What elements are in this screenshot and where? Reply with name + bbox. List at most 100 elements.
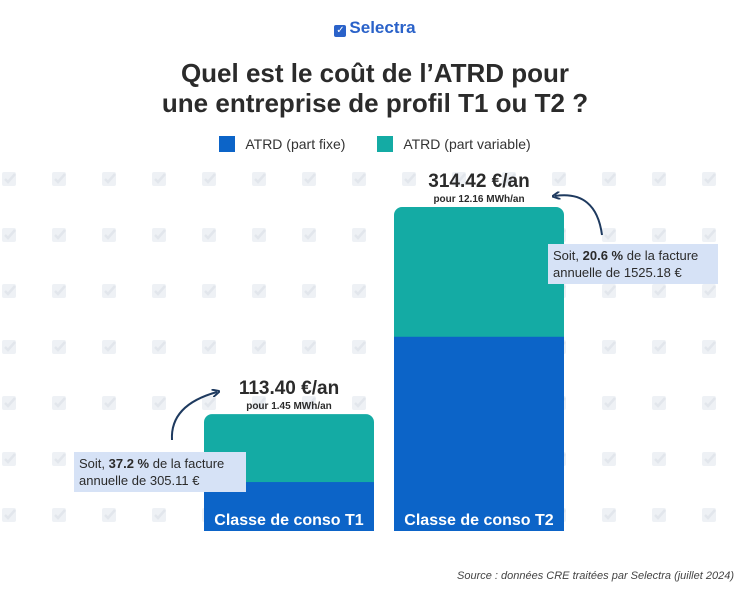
pattern-check-icon [52,452,66,466]
pattern-check-icon [452,172,466,186]
bar-variable-2 [394,207,564,345]
pattern-check-icon [602,396,616,410]
legend-item-variable: ATRD (part variable) [377,136,531,152]
pattern-check-icon [2,228,16,242]
pattern-check-icon [652,396,666,410]
pattern-check-icon [302,340,316,354]
pattern-check-icon [702,340,716,354]
pattern-check-icon [152,228,166,242]
pattern-check-icon [202,396,216,410]
pattern-check-icon [402,172,416,186]
pattern-check-icon [302,284,316,298]
pattern-check-icon [102,508,116,522]
pattern-check-icon [352,340,366,354]
title-line-2: une entreprise de profil T1 ou T2 ? [161,88,589,118]
pattern-check-icon [2,452,16,466]
title-line-1: Quel est le coût de l’ATRD pour [180,58,570,88]
annotation-line1-1: Soit, 37.2 % de la facture [79,456,224,471]
pattern-check-icon [102,284,116,298]
volume-label-1: pour 1.45 MWh/an [246,401,332,412]
pattern-check-icon [702,396,716,410]
pattern-check-icon [202,284,216,298]
annotation-prefix-1: Soit, [79,456,109,471]
legend: ATRD (part fixe) ATRD (part variable) [0,136,750,152]
pattern-check-icon [702,452,716,466]
pattern-check-icon [602,340,616,354]
pattern-check-icon [2,396,16,410]
volume-label-2: pour 12.16 MWh/an [433,194,524,205]
pattern-check-icon [52,340,66,354]
pattern-check-icon [202,172,216,186]
pattern-check-icon [702,284,716,298]
pattern-check-icon [602,172,616,186]
pattern-check-icon [252,396,266,410]
pattern-check-icon [52,228,66,242]
annotation-pct-1: 37.2 % [109,456,150,471]
pattern-check-icon [352,228,366,242]
pattern-check-icon [152,396,166,410]
annotation-pct-2: 20.6 % [583,248,624,263]
pattern-check-icon [2,508,16,522]
source-note: Source : données CRE traitées par Select… [457,570,734,582]
pattern-check-icon [652,508,666,522]
pattern-check-icon [152,284,166,298]
pattern-check-icon [52,284,66,298]
pattern-check-icon [252,228,266,242]
legend-swatch-fixe [219,136,236,152]
annotation-line2-2: annuelle de 1525.18 € [553,265,682,280]
selectra-logo: ✓ Selectra [0,18,750,38]
pattern-check-icon [2,172,16,186]
annotation-box-2 [548,244,718,284]
chart-title: Quel est le coût de l’ATRD pour une entr… [0,58,750,118]
pattern-check-icon [352,284,366,298]
annotation-line2-1: annuelle de 305.11 € [79,473,200,488]
legend-label-fixe: ATRD (part fixe) [245,136,346,152]
annotation-arrow-1 [170,392,217,441]
pattern-check-icon [252,340,266,354]
pattern-check-icon [152,340,166,354]
total-label-1: 113.40 €/an [239,378,339,399]
bar-fixe-2 [394,336,564,531]
pattern-check-icon [652,228,666,242]
annotation-arrow-2 [555,195,603,236]
pattern-check-icon [302,396,316,410]
annotation-suffix-2: de la facture [623,248,698,263]
check-icon: ✓ [334,25,347,37]
pattern-check-icon [202,228,216,242]
pattern-check-icon [602,228,616,242]
pattern-check-icon [502,172,516,186]
pattern-check-icon [102,172,116,186]
pattern-check-icon [2,340,16,354]
pattern-check-icon [652,452,666,466]
pattern-check-icon [302,228,316,242]
pattern-check-icon [552,172,566,186]
pattern-check-icon [602,284,616,298]
category-label-1: Classe de conso T1 [214,512,363,529]
pattern-check-icon [2,284,16,298]
legend-item-fixe: ATRD (part fixe) [219,136,345,152]
pattern-check-icon [252,172,266,186]
pattern-check-icon [52,508,66,522]
pattern-check-icon [702,508,716,522]
pattern-check-icon [352,172,366,186]
pattern-check-icon [102,396,116,410]
legend-swatch-variable [377,136,394,152]
pattern-check-icon [702,172,716,186]
category-label-2: Classe de conso T2 [404,512,553,529]
pattern-check-icon [352,396,366,410]
annotation-suffix-1: de la facture [149,456,224,471]
pattern-check-icon [702,228,716,242]
pattern-check-icon [152,172,166,186]
pattern-check-icon [252,284,266,298]
annotation-box-1 [74,452,246,492]
annotation-line1-2: Soit, 20.6 % de la facture [553,248,698,263]
pattern-check-icon [652,340,666,354]
pattern-check-icon [602,452,616,466]
pattern-check-icon [302,172,316,186]
pattern-check-icon [152,508,166,522]
pattern-check-icon [52,396,66,410]
legend-label-variable: ATRD (part variable) [403,136,531,152]
pattern-check-icon [102,228,116,242]
pattern-check-icon [652,172,666,186]
